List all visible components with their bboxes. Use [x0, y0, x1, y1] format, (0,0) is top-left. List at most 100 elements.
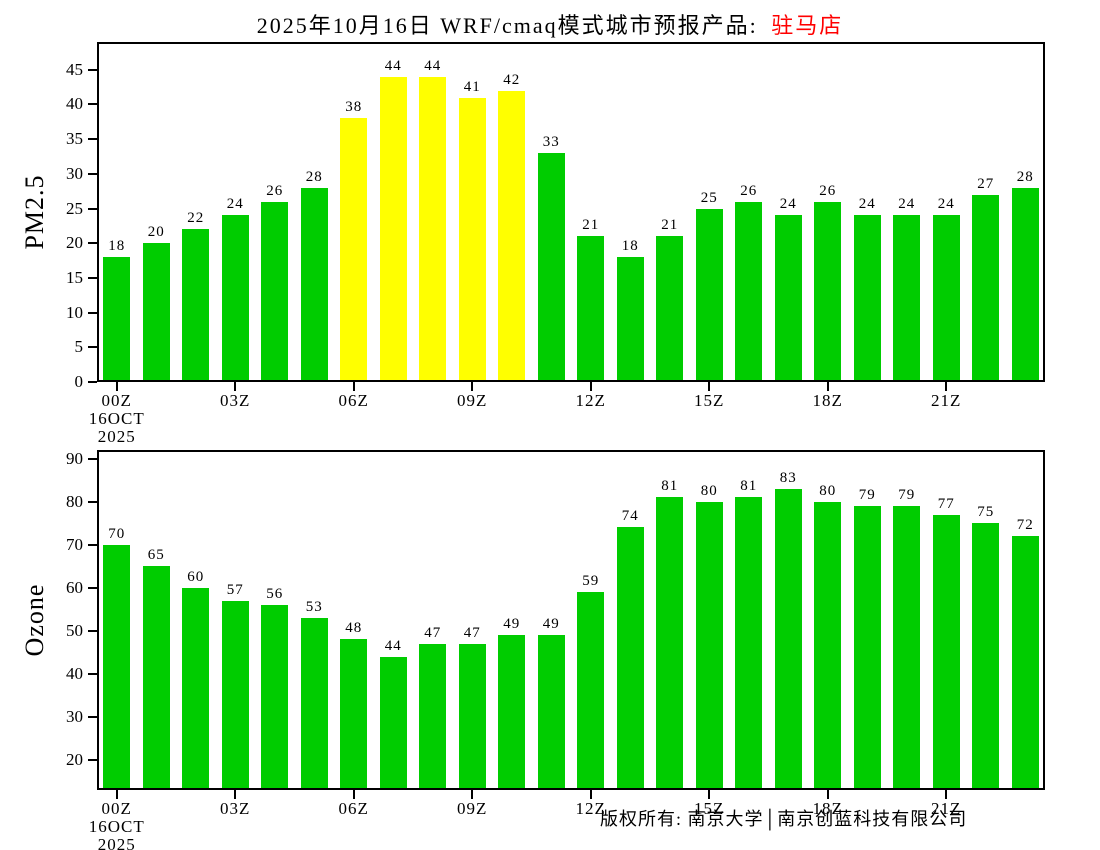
bar-value-label: 44 — [384, 637, 402, 654]
bar-value-label: 83 — [779, 469, 797, 486]
bar — [616, 257, 644, 380]
x-tick-label: 18Z — [812, 391, 843, 410]
x-tick-label: 06Z — [338, 799, 369, 818]
y-tick-label: 60 — [66, 577, 83, 597]
bar-value-label: 77 — [937, 495, 955, 512]
bar — [656, 497, 684, 788]
page-title: 2025年10月16日 WRF/cmaq模式城市预报产品: 驻马店 — [0, 8, 1100, 40]
bar-value-label: 56 — [266, 585, 284, 602]
bar — [379, 656, 407, 788]
x-tick-label: 03Z — [220, 391, 251, 410]
bar — [853, 505, 881, 788]
x-tick-mark — [352, 790, 355, 799]
x-tick-label: 15Z — [694, 391, 725, 410]
bar-value-label: 53 — [305, 598, 323, 615]
pm25-axis-title: PM2.5 — [20, 174, 49, 250]
bar — [379, 76, 407, 380]
bar — [814, 501, 842, 788]
bar — [893, 505, 921, 788]
bar — [1011, 187, 1039, 380]
y-tick-mark — [88, 207, 97, 210]
y-tick-mark — [88, 543, 97, 546]
x-axis-date-label: 16OCT — [88, 817, 145, 836]
bar-value-label: 75 — [977, 504, 995, 521]
bar-value-label: 79 — [858, 486, 876, 503]
y-tick-label: 80 — [66, 491, 83, 511]
x-tick-mark — [352, 382, 355, 391]
bar — [577, 592, 605, 788]
x-tick-label: 03Z — [220, 799, 251, 818]
y-tick-mark — [88, 500, 97, 503]
bar — [221, 215, 249, 380]
y-tick-mark — [88, 381, 97, 383]
x-tick-mark — [589, 382, 592, 391]
bar-value-label: 47 — [463, 624, 481, 641]
bar-value-label: 33 — [542, 134, 560, 151]
x-tick-label: 00Z — [101, 799, 132, 818]
bar — [182, 229, 210, 380]
bar-value-label: 42 — [503, 71, 521, 88]
y-tick-label: 20 — [66, 749, 83, 769]
x-tick-mark — [115, 790, 118, 799]
bar — [774, 488, 802, 788]
ozone-axis-title: Ozone — [20, 583, 49, 657]
copyright-text: 版权所有: 南京大学│南京创蓝科技有限公司 — [600, 809, 968, 829]
x-tick-label: 09Z — [457, 799, 488, 818]
bar-value-label: 44 — [384, 57, 402, 74]
bar-value-label: 80 — [819, 482, 837, 499]
x-axis-date-label: 16OCT — [88, 409, 145, 428]
bar-value-label: 57 — [226, 581, 244, 598]
y-tick-label: 5 — [74, 337, 84, 357]
bar — [695, 501, 723, 788]
bar-value-label: 59 — [582, 573, 600, 590]
y-tick-label: 40 — [66, 663, 83, 683]
y-tick-mark — [88, 758, 97, 761]
bar-value-label: 28 — [305, 168, 323, 185]
bar — [300, 187, 328, 380]
bar-value-label: 65 — [147, 547, 165, 564]
y-tick-label: 50 — [66, 620, 83, 640]
x-tick-label: 06Z — [338, 391, 369, 410]
x-tick-label: 12Z — [575, 799, 606, 818]
x-tick-mark — [589, 790, 592, 799]
bar — [1011, 536, 1039, 788]
bar-value-label: 18 — [621, 238, 639, 255]
bar — [932, 215, 960, 380]
x-tick-mark — [826, 790, 829, 799]
bar-value-label: 72 — [1016, 517, 1034, 534]
y-tick-mark — [88, 103, 97, 106]
y-tick-label: 15 — [66, 267, 83, 287]
bar — [537, 153, 565, 380]
bar-value-label: 21 — [582, 217, 600, 234]
bar — [458, 643, 486, 788]
bar — [853, 215, 881, 380]
bar-value-label: 27 — [977, 175, 995, 192]
bar — [261, 201, 289, 380]
title-text: 2025年10月16日 WRF/cmaq模式城市预报产品: — [256, 13, 766, 38]
y-tick-mark — [88, 311, 97, 314]
y-tick-mark — [88, 586, 97, 589]
bar-value-label: 70 — [108, 525, 126, 542]
x-axis-date-label: 2025 — [97, 427, 136, 446]
x-tick-mark — [945, 790, 948, 799]
x-tick-label: 00Z — [101, 391, 132, 410]
x-tick-mark — [234, 790, 237, 799]
bar-value-label: 22 — [187, 210, 205, 227]
bar — [498, 635, 526, 788]
y-tick-label: 30 — [66, 706, 83, 726]
bar-value-label: 47 — [424, 624, 442, 641]
bar-value-label: 80 — [700, 482, 718, 499]
y-tick-label: 25 — [66, 198, 83, 218]
bar-value-label: 20 — [147, 224, 165, 241]
bar-value-label: 26 — [740, 182, 758, 199]
bar-value-label: 60 — [187, 568, 205, 585]
bar — [458, 97, 486, 380]
y-tick-mark — [88, 242, 97, 245]
bar — [419, 76, 447, 380]
x-tick-mark — [471, 382, 474, 391]
bar-value-label: 24 — [858, 196, 876, 213]
y-tick-label: 35 — [66, 129, 83, 149]
y-tick-label: 70 — [66, 534, 83, 554]
bar-value-label: 48 — [345, 620, 363, 637]
bar — [142, 243, 170, 380]
